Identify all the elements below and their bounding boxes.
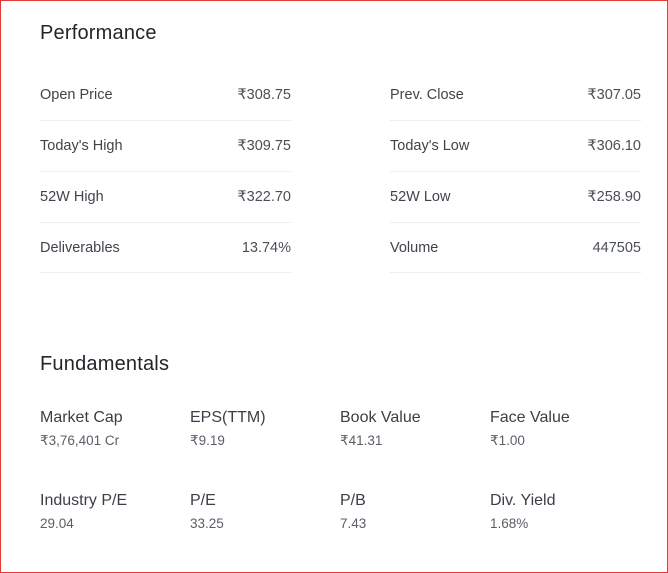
- book-value-label: Book Value: [340, 409, 421, 426]
- market-cap-value: ₹3,76,401 Cr: [40, 433, 120, 448]
- fundamental-face-value: Face Value ₹1.00: [490, 409, 640, 449]
- performance-row-52w-low: 52W Low ₹258.90: [390, 172, 641, 223]
- performance-row-prev-close: Prev. Close ₹307.05: [390, 70, 641, 121]
- market-cap-label: Market Cap: [40, 409, 123, 426]
- 52w-high-value: ₹322.70: [237, 189, 291, 205]
- pe-label: P/E: [190, 492, 216, 509]
- todays-low-value: ₹306.10: [587, 138, 641, 154]
- fundamental-pe: P/E 33.25: [190, 492, 340, 531]
- fundamental-industry-pe: Industry P/E 29.04: [40, 492, 190, 531]
- performance-left-column: Open Price ₹308.75 Today's High ₹309.75 …: [40, 70, 291, 273]
- deliverables-label: Deliverables: [40, 239, 120, 256]
- 52w-high-label: 52W High: [40, 189, 104, 205]
- fundamentals-title: Fundamentals: [40, 353, 170, 375]
- volume-label: Volume: [390, 239, 439, 256]
- book-value-value: ₹41.31: [340, 433, 383, 448]
- performance-row-52w-high: 52W High ₹322.70: [40, 172, 291, 223]
- fundamental-pb: P/B 7.43: [340, 492, 490, 531]
- face-value-value: ₹1.00: [490, 433, 525, 448]
- div-yield-label: Div. Yield: [490, 492, 556, 509]
- 52w-low-value: ₹258.90: [587, 189, 641, 205]
- performance-title: Performance: [40, 22, 157, 44]
- deliverables-value: 13.74%: [241, 239, 291, 256]
- pe-value: 33.25: [190, 516, 224, 531]
- todays-high-label: Today's High: [40, 138, 123, 154]
- pb-label: P/B: [340, 492, 366, 509]
- pb-value: 7.43: [340, 516, 367, 531]
- open-price-label: Open Price: [40, 87, 113, 103]
- performance-right-column: Prev. Close ₹307.05 Today's Low ₹306.10 …: [390, 70, 641, 273]
- industry-pe-label: Industry P/E: [40, 492, 128, 509]
- fundamental-book-value: Book Value ₹41.31: [340, 409, 490, 449]
- performance-row-open-price: Open Price ₹308.75: [40, 70, 291, 121]
- fundamental-market-cap: Market Cap ₹3,76,401 Cr: [40, 409, 190, 449]
- eps-ttm-value: ₹9.19: [190, 433, 225, 448]
- eps-ttm-label: EPS(TTM): [190, 409, 266, 426]
- industry-pe-value: 29.04: [40, 516, 74, 531]
- open-price-value: ₹308.75: [237, 87, 291, 103]
- performance-row-deliverables: Deliverables 13.74%: [40, 223, 291, 273]
- prev-close-label: Prev. Close: [390, 87, 464, 103]
- face-value-label: Face Value: [490, 409, 570, 426]
- volume-value: 447505: [592, 239, 641, 256]
- 52w-low-label: 52W Low: [390, 189, 451, 205]
- prev-close-value: ₹307.05: [587, 87, 641, 103]
- performance-row-todays-high: Today's High ₹309.75: [40, 121, 291, 172]
- fundamental-div-yield: Div. Yield 1.68%: [490, 492, 640, 531]
- todays-high-value: ₹309.75: [237, 138, 291, 154]
- todays-low-label: Today's Low: [390, 138, 470, 154]
- performance-row-volume: Volume 447505: [390, 223, 641, 273]
- div-yield-value: 1.68%: [490, 516, 529, 531]
- fundamental-eps-ttm: EPS(TTM) ₹9.19: [190, 409, 340, 449]
- performance-row-todays-low: Today's Low ₹306.10: [390, 121, 641, 172]
